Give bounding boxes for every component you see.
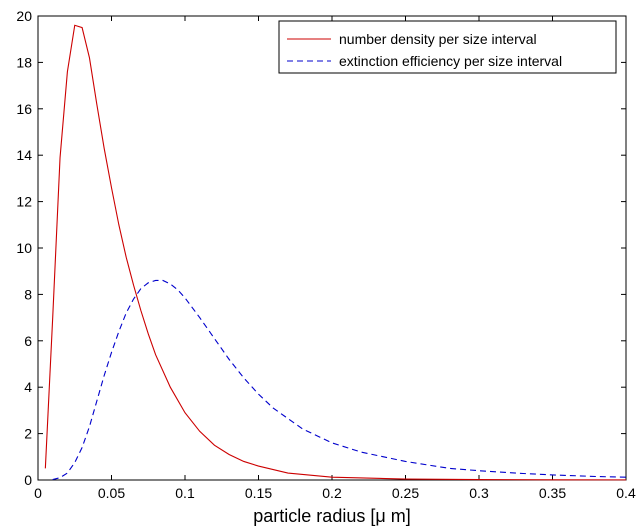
- y-tick-label: 0: [24, 472, 32, 488]
- y-tick-label: 14: [16, 147, 32, 163]
- x-tick-label: 0.2: [322, 485, 342, 501]
- x-tick-label: 0.35: [539, 485, 566, 501]
- y-tick-label: 20: [16, 8, 32, 24]
- legend-label-2: extinction efficiency per size interval: [339, 53, 562, 69]
- y-tick-label: 4: [24, 379, 32, 395]
- y-tick-label: 16: [16, 101, 32, 117]
- x-tick-label: 0.3: [469, 485, 489, 501]
- x-tick-label: 0: [34, 485, 42, 501]
- y-tick-label: 2: [24, 426, 32, 442]
- plot-area: 0 0.05 0.1 0.15 0.2 0.25 0.3 0.35 0.4 0 2 4 6 8 10 12 14…: [16, 8, 636, 501]
- x-tick-label: 0.25: [392, 485, 419, 501]
- x-tick-label: 0.4: [616, 485, 636, 501]
- legend-label-1: number density per size interval: [339, 31, 537, 47]
- x-tick-label: 0.1: [175, 485, 195, 501]
- y-tick-label: 8: [24, 286, 32, 302]
- series-line-1: [44, 24, 627, 481]
- y-tick-label: 12: [16, 194, 32, 210]
- legend-box: [278, 20, 617, 74]
- series-line-2: [52, 279, 627, 481]
- x-axis-label: particle radius [μ m]: [253, 506, 410, 526]
- x-tick-label: 0.15: [245, 485, 272, 501]
- y-tick-label: 10: [16, 240, 32, 256]
- y-tick-label: 6: [24, 333, 32, 349]
- y-tick-label: 18: [16, 54, 32, 70]
- x-tick-label: 0.05: [98, 485, 125, 501]
